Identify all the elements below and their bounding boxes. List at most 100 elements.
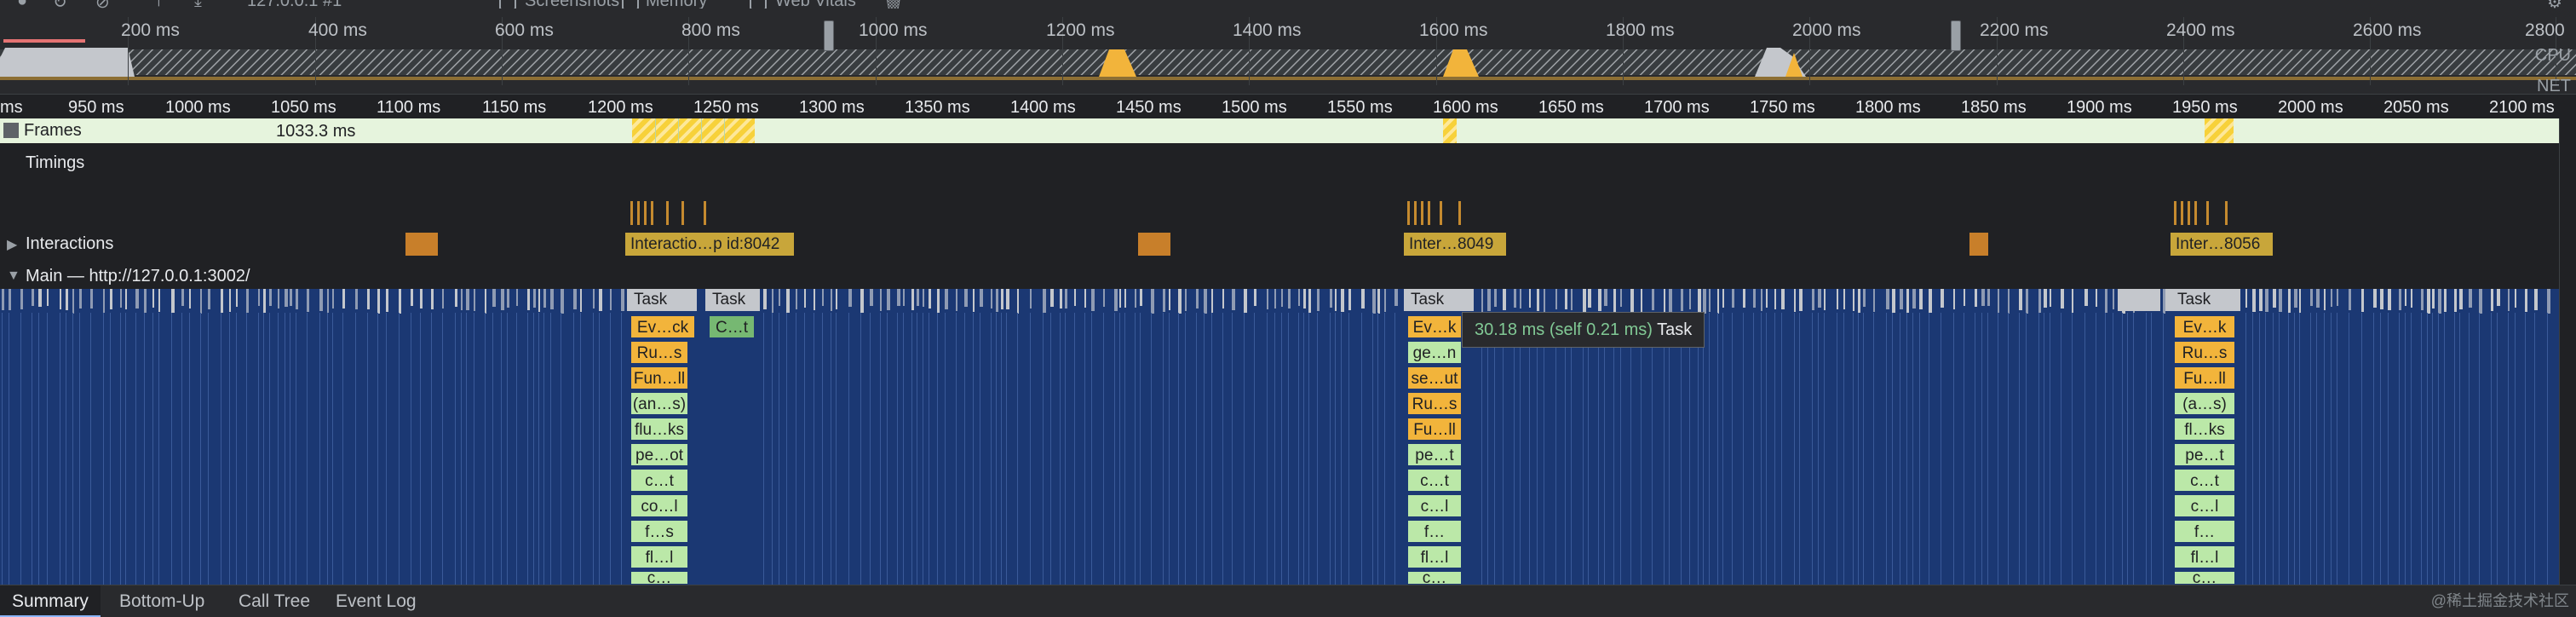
task-stripe-shadow	[1185, 313, 1186, 585]
task-stripe	[1204, 289, 1207, 314]
frame-dropped[interactable]	[632, 118, 755, 143]
task-stripe	[1481, 289, 1483, 312]
flame-entry[interactable]: pe…t	[1407, 443, 1462, 466]
download-icon[interactable]: ⤓	[194, 0, 202, 9]
flame-entry[interactable]: C…t	[709, 315, 755, 338]
task-stripe-shadow	[229, 313, 230, 585]
task-stripe-shadow	[772, 313, 773, 585]
flame-entry[interactable]: c…t	[2174, 469, 2235, 492]
flame-entry[interactable]: c…t	[1407, 469, 1462, 492]
task-stripe-shadow	[1892, 313, 1893, 585]
flame-entry[interactable]: co…l	[630, 494, 688, 517]
task-stripe-shadow	[1140, 313, 1141, 585]
collapse-triangle-icon[interactable]: ▼	[7, 268, 20, 283]
flame-entry[interactable]: flu…ks	[630, 418, 688, 441]
record-icon[interactable]: ●	[17, 0, 27, 9]
settings-gear-icon[interactable]: ⚙	[2547, 0, 2562, 9]
flame-entry[interactable]: Ev…k	[2174, 315, 2235, 338]
flame-entry[interactable]: f…s	[630, 520, 688, 543]
flame-entry[interactable]: Ru…s	[2174, 341, 2235, 364]
overview-right-handle[interactable]	[1951, 20, 1961, 51]
ruler-tick: 1750 ms	[1750, 98, 1815, 117]
flame-entry[interactable]: Fu…ll	[2174, 366, 2235, 389]
flame-entry[interactable]: c…t	[630, 469, 688, 492]
flame-entry[interactable]: c…	[2174, 571, 2235, 585]
timeline-overview[interactable]: 200 ms 400 ms 600 ms 800 ms 1000 ms 1200…	[0, 9, 2576, 94]
expand-triangle-icon[interactable]: ▶	[7, 238, 18, 252]
task-stripe	[1781, 289, 1785, 309]
task-block[interactable]: Task	[705, 289, 760, 311]
flame-entry[interactable]: f…	[1407, 520, 1462, 543]
vertical-scrollbar[interactable]	[2559, 118, 2576, 585]
interaction-event[interactable]: Inter…8049	[1404, 233, 1506, 256]
timings-track-label[interactable]: Timings	[26, 153, 85, 172]
flame-entry[interactable]: pe…ot	[630, 443, 688, 466]
task-stripe	[1060, 289, 1062, 308]
task-stripe-shadow	[1254, 313, 1255, 585]
flame-entry[interactable]: f…	[2174, 520, 2235, 543]
interaction-event[interactable]	[1138, 233, 1170, 256]
reload-icon[interactable]: ↻	[53, 0, 67, 9]
task-block[interactable]: Task	[2171, 289, 2240, 311]
flame-entry[interactable]: Fun…ll	[630, 366, 688, 389]
main-flame-chart[interactable]	[0, 289, 2559, 585]
clear-icon[interactable]: ⊘	[95, 0, 110, 9]
task-block[interactable]: Task	[1404, 289, 1474, 311]
watermark: @稀土掘金技术社区	[2430, 592, 2569, 609]
tab-event-log[interactable]: Event Log	[336, 591, 417, 611]
flame-entry[interactable]: fl…l	[630, 545, 688, 568]
frames-track[interactable]	[0, 118, 2559, 143]
interaction-event[interactable]: Inter…8056	[2171, 233, 2273, 256]
flame-entry[interactable]: fl…l	[1407, 545, 1462, 568]
frames-collapse-icon[interactable]	[3, 123, 19, 138]
garbage-collect-icon[interactable]: 🗑	[883, 0, 904, 9]
flame-entry[interactable]: Ru…s	[1407, 392, 1462, 415]
flame-entry[interactable]: (an…s)	[630, 392, 688, 415]
frame-dropped[interactable]	[2205, 118, 2234, 143]
flame-entry[interactable]: Ev…k	[1407, 315, 1462, 338]
interaction-event[interactable]	[405, 233, 438, 256]
task-stripe-shadow	[1394, 313, 1395, 585]
task-stripe-shadow	[461, 313, 462, 585]
task-stripe	[32, 289, 34, 306]
screenshots-checkbox[interactable]	[499, 0, 516, 9]
flame-entry[interactable]: fl…l	[2174, 545, 2235, 568]
task-stripe-shadow	[1555, 313, 1556, 585]
task-stripe	[1703, 289, 1706, 314]
tab-summary[interactable]: Summary	[0, 585, 101, 617]
memory-checkbox[interactable]	[622, 0, 639, 9]
flame-entry[interactable]: c…l	[1407, 494, 1462, 517]
flame-entry[interactable]: Ev…ck	[630, 315, 695, 338]
task-stripe-shadow	[621, 313, 622, 585]
task-block[interactable]: Task	[627, 289, 697, 311]
flame-entry[interactable]: Ru…s	[630, 341, 688, 364]
interactions-track-label[interactable]: Interactions	[26, 234, 114, 253]
flame-entry[interactable]: fl…ks	[2174, 418, 2235, 441]
flame-entry[interactable]: se…ut	[1407, 366, 1462, 389]
overview-tick: 2600 ms	[2353, 20, 2422, 40]
interaction-event[interactable]: Interactio…p id:8042	[625, 233, 794, 256]
flame-entry[interactable]: (a…s)	[2174, 392, 2235, 415]
flame-entry[interactable]: c…	[630, 571, 688, 585]
frame-dropped[interactable]	[1443, 118, 1457, 143]
task-stripe	[763, 289, 767, 309]
upload-icon[interactable]: ⤒	[155, 0, 163, 9]
task-stripe	[1169, 289, 1170, 310]
flame-entry[interactable]: pe…t	[2174, 443, 2235, 466]
frames-track-label[interactable]: Frames	[0, 121, 90, 140]
flame-entry[interactable]: Fu…ll	[1407, 418, 1462, 441]
task-stripe-shadow	[2127, 313, 2128, 585]
recording-select[interactable]: 127.0.0.1 #1	[247, 0, 342, 9]
flame-entry[interactable]: c…l	[2174, 494, 2235, 517]
flame-entry[interactable]: ge…n	[1407, 341, 1462, 364]
interaction-event[interactable]	[1969, 233, 1988, 256]
main-track-label[interactable]: Main — http://127.0.0.1:3002/	[26, 267, 250, 285]
overview-left-handle[interactable]	[824, 20, 834, 51]
flame-entry[interactable]: c…	[1407, 571, 1462, 585]
web-vitals-checkbox[interactable]	[750, 0, 767, 9]
task-stripe	[461, 289, 463, 310]
task-stripe	[1565, 289, 1567, 309]
overview-tick: 400 ms	[308, 20, 367, 40]
tab-bottom-up[interactable]: Bottom-Up	[119, 591, 205, 611]
tab-call-tree[interactable]: Call Tree	[239, 591, 311, 611]
